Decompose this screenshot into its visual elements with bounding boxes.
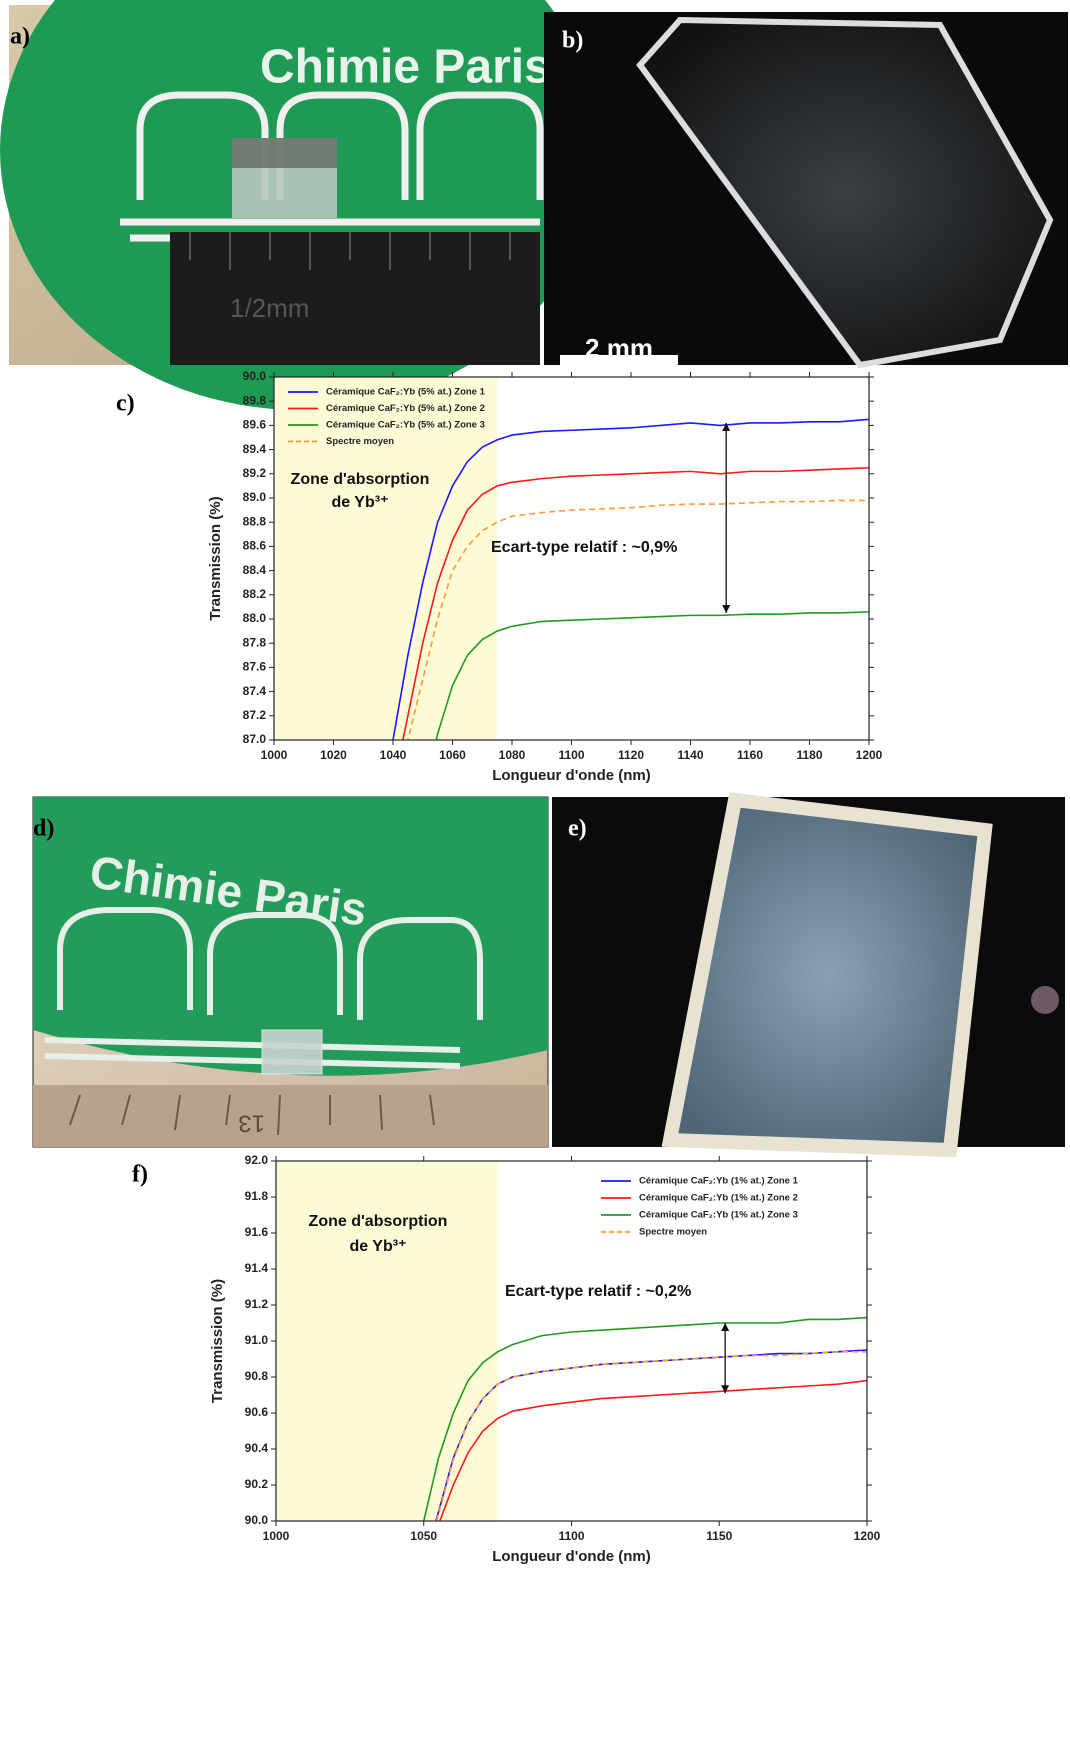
y-tick-label: 89.2	[243, 466, 267, 480]
x-tick-label: 1060	[439, 748, 466, 762]
annotation: Ecart-type relatif : ~0,2%	[505, 1283, 691, 1300]
x-tick-label: 1160	[737, 748, 763, 762]
y-tick-label: 88.4	[243, 563, 267, 577]
x-tick-label: 1150	[706, 1529, 732, 1543]
y-tick-label: 87.4	[243, 684, 267, 698]
plot-lines	[422, 1316, 867, 1521]
series-line	[392, 418, 869, 740]
x-axis-label: Longueur d'onde (nm)	[492, 767, 651, 784]
logo-text: Chimie Paris	[260, 41, 551, 94]
x-tick-label: 1200	[856, 748, 883, 762]
absorption-zone	[274, 377, 498, 740]
panel-label: e)	[568, 816, 587, 842]
legend-label: Céramique CaF₂:Yb (1% at.) Zone 1	[639, 1176, 799, 1187]
annotation: de Yb³⁺	[349, 1238, 406, 1255]
legend-label: Céramique CaF₂:Yb (5% at.) Zone 3	[326, 420, 485, 431]
photo-d: Chimie Paris 13 d)	[32, 796, 549, 1148]
x-tick-label: 1050	[410, 1529, 437, 1543]
x-tick-label: 1100	[558, 1529, 584, 1543]
annotation: Ecart-type relatif : ~0,9%	[491, 539, 677, 556]
y-tick-label: 88.6	[243, 539, 267, 553]
y-tick-label: 90.6	[245, 1405, 269, 1419]
x-tick-label: 1000	[261, 748, 288, 762]
panel-label: a)	[10, 24, 30, 50]
x-tick-label: 1000	[263, 1529, 290, 1543]
series-line	[402, 466, 869, 740]
plot-frame	[273, 376, 870, 741]
x-tick-label: 1200	[854, 1529, 881, 1543]
legend-label: Céramique CaF₂:Yb (1% at.) Zone 2	[639, 1193, 798, 1204]
legend-label: Céramique CaF₂:Yb (5% at.) Zone 1	[326, 387, 486, 398]
annotation: Zone d'absorption	[291, 471, 430, 488]
absorption-zone	[276, 1161, 498, 1521]
y-tick-label: 89.4	[243, 442, 267, 456]
y-tick-label: 90.4	[245, 1441, 269, 1455]
ruler-text: 13	[238, 1110, 265, 1137]
legend-label: Spectre moyen	[639, 1227, 707, 1238]
photo-a: Chimie Paris 1/2mm a)	[0, 0, 600, 410]
series-line	[439, 1379, 867, 1521]
x-tick-label: 1100	[558, 748, 584, 762]
y-tick-label: 87.2	[243, 708, 267, 722]
annotation: Zone d'absorption	[309, 1213, 448, 1230]
panel-label: d)	[33, 816, 54, 842]
y-tick-label: 91.4	[245, 1261, 269, 1275]
arrow-head	[721, 1323, 730, 1394]
y-tick-label: 88.0	[243, 611, 267, 625]
y-tick-label: 91.2	[245, 1297, 269, 1311]
series-line	[434, 1349, 867, 1521]
photo-e: e)	[552, 792, 1065, 1158]
y-tick-label: 89.6	[243, 418, 267, 432]
y-tick-label: 90.0	[245, 1513, 269, 1527]
legend-label: Céramique CaF₂:Yb (5% at.) Zone 2	[326, 403, 485, 414]
y-tick-label: 90.8	[245, 1369, 269, 1383]
series-line	[407, 499, 869, 740]
plot-frame	[275, 1160, 868, 1522]
y-tick-label: 87.0	[243, 732, 267, 746]
y-tick-label: 88.8	[243, 514, 267, 528]
y-tick-label: 88.2	[243, 587, 267, 601]
y-tick-label: 87.8	[243, 635, 267, 649]
y-tick-label: 91.8	[245, 1189, 269, 1203]
x-tick-label: 1180	[796, 748, 822, 762]
x-tick-label: 1040	[380, 748, 407, 762]
y-tick-label: 89.8	[243, 393, 267, 407]
y-tick-label: 90.0	[243, 369, 267, 383]
annotation: de Yb³⁺	[331, 494, 388, 511]
legend-label: Spectre moyen	[326, 436, 394, 447]
y-tick-label: 91.6	[245, 1225, 269, 1239]
x-axis-label: Longueur d'onde (nm)	[492, 1548, 651, 1565]
y-tick-label: 89.0	[243, 490, 267, 504]
panel-label: f)	[132, 1162, 148, 1188]
scale-bar-text: 2 mm	[585, 333, 653, 363]
photo-b: 2 mm b)	[544, 12, 1068, 380]
y-axis-label: Transmission (%)	[207, 496, 224, 620]
series-line	[422, 1316, 867, 1521]
ruler-text: 1/2mm	[230, 293, 309, 323]
y-tick-label: 91.0	[245, 1333, 269, 1347]
x-tick-label: 1020	[320, 748, 347, 762]
series-line	[435, 610, 869, 740]
panel-label: c)	[116, 391, 135, 417]
plot-lines	[392, 418, 869, 740]
legend-label: Céramique CaF₂:Yb (1% at.) Zone 3	[639, 1210, 798, 1221]
x-tick-label: 1120	[618, 748, 644, 762]
x-tick-label: 1140	[677, 748, 703, 762]
y-axis-label: Transmission (%)	[209, 1279, 226, 1403]
y-tick-label: 87.6	[243, 660, 267, 674]
y-tick-label: 90.2	[245, 1477, 269, 1491]
x-tick-label: 1080	[499, 748, 526, 762]
panel-label: b)	[562, 28, 583, 54]
y-tick-label: 92.0	[245, 1153, 269, 1167]
